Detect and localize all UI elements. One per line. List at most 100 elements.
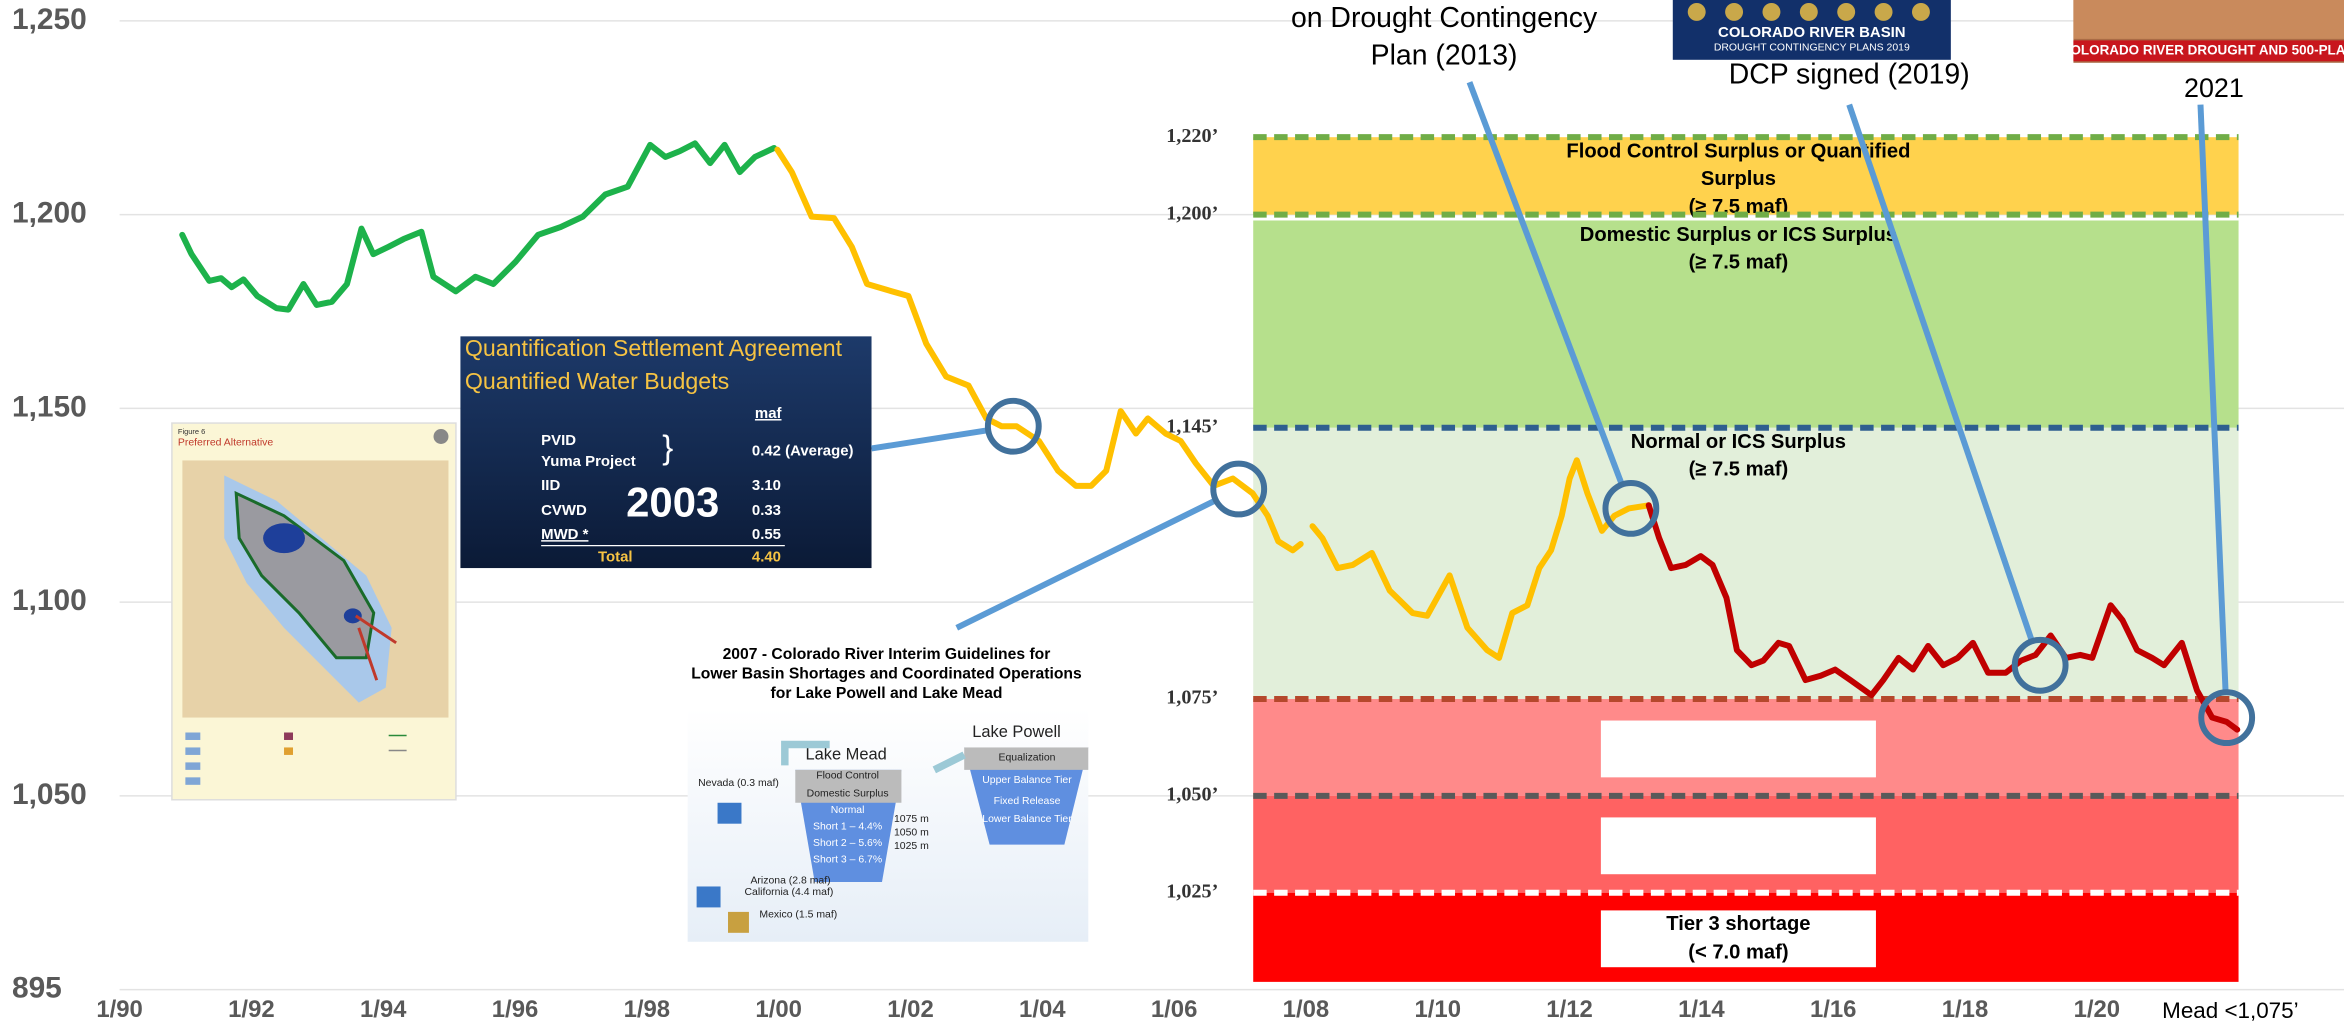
powell-tier: Equalization (999, 753, 1056, 764)
mead-tier: Flood Control (816, 771, 879, 782)
state-icon (718, 803, 742, 824)
powell-tier: Fixed Release (994, 796, 1061, 807)
qsa-value: 0.42 (Average) (752, 442, 854, 459)
elevation: 1075 m (894, 814, 929, 825)
x-tick-label: 1/14 (1678, 996, 1725, 1023)
boundary-label: 1,220’ (1166, 125, 1218, 147)
leader-line (872, 430, 989, 448)
state-label: Nevada (0.3 maf) (698, 778, 779, 789)
x-tick-label: 1/00 (755, 996, 802, 1023)
zone-label: Flood Control Surplus or Quantified (1566, 140, 1910, 162)
zone-label: Normal or ICS Surplus (1631, 431, 1846, 453)
boundary-label: 1,025’ (1166, 880, 1218, 902)
map-image: Figure 6 Preferred Alternative (172, 423, 456, 800)
boundary-label: 1,050’ (1166, 784, 1218, 806)
mead-tier: Short 1 – 4.4% (813, 821, 882, 832)
image-text: 2007 - Colorado River Interim Guidelines… (723, 646, 1051, 663)
qsa-value: 4.40 (752, 549, 781, 566)
x-tick-label: 1/98 (624, 996, 671, 1023)
y-tick-label: 1,100 (12, 584, 87, 617)
x-tick-label: 1/96 (492, 996, 539, 1023)
x-tick-label: 1/06 (1151, 996, 1198, 1023)
elevation: 1050 m (894, 827, 929, 838)
qsa-label: CVWD (541, 502, 587, 519)
x-tick-label: 1/10 (1414, 996, 1461, 1023)
x-tick-label: 1/16 (1810, 996, 1857, 1023)
qsa-label: IID (541, 477, 560, 494)
zone-label-box (1601, 817, 1876, 874)
mead-tier: Normal (831, 805, 865, 816)
x-tick-label: 1/18 (1942, 996, 1989, 1023)
state-label: California (4.4 maf) (744, 887, 833, 898)
mead-tier: Short 3 – 6.7% (813, 854, 882, 865)
image-text: Quantified Water Budgets (465, 368, 729, 394)
x-tick-label: 1/12 (1546, 996, 1593, 1023)
y-tick-label: 1,050 (12, 778, 87, 811)
annotation: 2021 (2184, 73, 2244, 103)
x-tick-label: 1/08 (1283, 996, 1330, 1023)
powell-tier: Lower Balance Tier (982, 814, 1072, 825)
x-tick-label: 1/92 (228, 996, 275, 1023)
zone-label: (< 7.0 maf) (1688, 941, 1788, 963)
qsa-label: Total (598, 549, 633, 566)
zone-label: Domestic Surplus or ICS Surplus (1580, 224, 1897, 246)
series-line (182, 143, 774, 309)
news-image: COLORADO RIVER DROUGHT AND 500-PLAN (2061, 0, 2344, 63)
qsa-label: Yuma Project (541, 453, 636, 470)
state-label: Arizona (2.8 maf) (750, 875, 830, 886)
qsa-value: 0.55 (752, 526, 781, 543)
zone-label: (≥ 7.5 maf) (1689, 459, 1789, 481)
state-label: Mexico (1.5 maf) (759, 910, 837, 921)
image-text: 2003 (626, 478, 719, 525)
image-cliff (2073, 0, 2344, 39)
image-text: for Lake Powell and Lake Mead (771, 685, 1003, 702)
powell-tier: Upper Balance Tier (982, 775, 1072, 786)
page: {"chart_data":{ "type":"line", "xlim":[1… (0, 0, 2344, 1027)
qsa-image: Quantification Settlement Agreement Quan… (460, 335, 871, 568)
qsa-label: MWD * (541, 526, 588, 543)
zone-label: Tier 3 shortage (1666, 913, 1810, 935)
image-text: maf (755, 405, 782, 422)
y-tick-label: 1,200 (12, 197, 87, 230)
image-text: Figure 6 (178, 427, 205, 436)
annotation: on Drought Contingency (1291, 2, 1598, 34)
y-tick-label: 1,250 (12, 3, 87, 36)
map-pool (263, 523, 305, 553)
leader-line (957, 500, 1216, 628)
zone-label: Surplus (1701, 168, 1776, 190)
x-tick-label: 1/94 (360, 996, 407, 1023)
y-tick-label: 895 (12, 972, 62, 1005)
x-tick-label: 1/02 (887, 996, 934, 1023)
chart: COLORADO RIVER BASIN DROUGHT CONTINGENCY… (0, 0, 2344, 1027)
annotation: DCP signed (2019) (1729, 59, 1970, 91)
mead-tier: Domestic Surplus (807, 789, 889, 800)
qsa-value: 3.10 (752, 477, 781, 494)
image-text: COLORADO RIVER DROUGHT AND 500-PLAN (2061, 42, 2344, 57)
state-icon (728, 912, 749, 933)
image-text: Quantification Settlement Agreement (465, 335, 843, 361)
qsa-value: 0.33 (752, 502, 781, 519)
brace: } (662, 429, 673, 466)
boundary-label: 1,200’ (1166, 202, 1218, 224)
map-pool (344, 608, 362, 623)
state-icon (697, 886, 721, 907)
boundary-label: 1,145’ (1166, 415, 1218, 437)
image-text: Lake Powell (972, 723, 1061, 741)
mead-tier: Short 2 – 5.6% (813, 838, 882, 849)
annotation: Plan (2013) (1371, 39, 1518, 71)
guidelines-image: 2007 - Colorado River Interim Guidelines… (688, 646, 1089, 942)
image-text: COLORADO RIVER BASIN (1718, 24, 1906, 41)
annotation: Mead <1,075’ (2162, 998, 2298, 1023)
x-tick-label: 1/90 (96, 996, 143, 1023)
x-tick-label: 1/04 (1019, 996, 1066, 1023)
image-text: Lower Basin Shortages and Coordinated Op… (691, 665, 1082, 682)
y-tick-label: 1,150 (12, 390, 87, 423)
image-text: Preferred Alternative (178, 437, 273, 448)
qsa-label: PVID (541, 432, 576, 449)
close-icon (434, 429, 449, 444)
image-text: DROUGHT CONTINGENCY PLANS 2019 (1714, 43, 1910, 54)
dcp-image: COLORADO RIVER BASIN DROUGHT CONTINGENCY… (1673, 0, 1951, 60)
x-tick-label: 1/20 (2074, 996, 2121, 1023)
zone-label-box (1601, 721, 1876, 778)
boundary-label: 1,075’ (1166, 687, 1218, 709)
